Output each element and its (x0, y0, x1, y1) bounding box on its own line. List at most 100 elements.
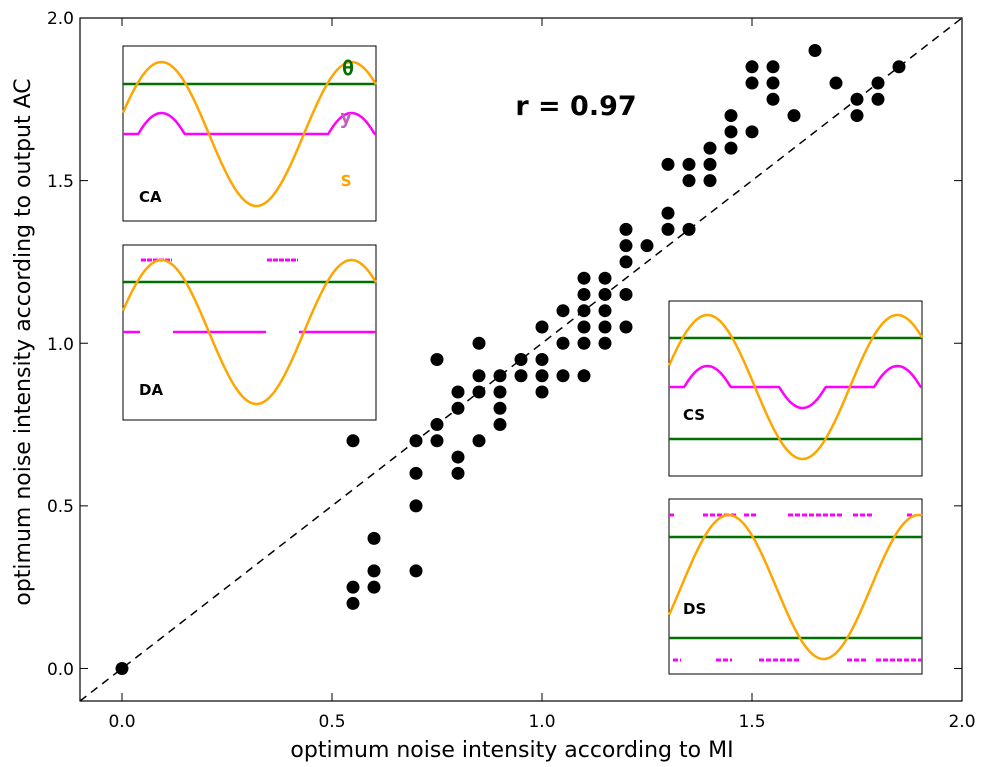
data-point (430, 353, 444, 366)
data-point (703, 157, 717, 171)
inset-ds: DS (667, 498, 923, 675)
data-point (430, 434, 444, 448)
data-point (808, 44, 822, 58)
data-point (598, 336, 612, 350)
axis-ticks (80, 17, 963, 701)
data-point (367, 564, 381, 578)
data-point (850, 109, 864, 123)
data-point (535, 353, 549, 366)
data-point (535, 385, 549, 399)
data-point (451, 385, 465, 399)
data-point (661, 157, 675, 171)
data-point (850, 92, 864, 106)
inset-ds-frame (668, 498, 923, 675)
signal-wave (667, 513, 923, 661)
data-point (661, 222, 675, 236)
data-point (367, 531, 381, 545)
data-point (367, 580, 381, 594)
data-point (661, 206, 675, 220)
data-point (766, 92, 780, 106)
data-point (829, 76, 843, 90)
data-point (451, 450, 465, 464)
data-point (451, 401, 465, 415)
data-point (682, 222, 696, 236)
data-point (598, 287, 612, 301)
data-point (556, 304, 570, 318)
data-point (346, 596, 360, 610)
data-point (493, 385, 507, 399)
identity-line (79, 17, 963, 702)
x-tick-label: 1.5 (738, 712, 765, 732)
data-point (493, 369, 507, 383)
data-point (724, 141, 738, 155)
inset-cs-curves (667, 313, 924, 461)
data-point (619, 320, 633, 334)
data-point (409, 434, 423, 448)
inset-da: DA (121, 244, 378, 421)
y-axis-label: optimum noise intensity according to out… (11, 78, 36, 605)
data-point (556, 369, 570, 383)
data-point (745, 60, 759, 74)
inset-ca-label: CA (139, 188, 162, 206)
x-tick-label: 0.5 (318, 712, 345, 732)
data-point (598, 304, 612, 318)
data-point (409, 466, 423, 480)
inset-cs-frame (668, 300, 923, 477)
data-point (493, 401, 507, 415)
data-point (346, 434, 360, 448)
inset-ca-curves (121, 60, 378, 208)
inset-ds-label: DS (683, 600, 706, 618)
x-tick-label: 1.0 (528, 712, 555, 732)
data-point (640, 239, 654, 253)
data-point (682, 157, 696, 171)
signal-wave (121, 60, 378, 208)
data-point (409, 564, 423, 578)
data-points (115, 44, 906, 675)
data-point (577, 287, 591, 301)
data-point (472, 369, 486, 383)
data-point (703, 174, 717, 188)
inset-ca: θ y s CA (121, 45, 378, 222)
data-point (577, 304, 591, 318)
data-point (619, 287, 633, 301)
data-point (703, 141, 717, 155)
data-point (472, 385, 486, 399)
data-point (619, 239, 633, 253)
legend-theta: θ (342, 56, 354, 80)
y-tick-label: 1.5 (47, 172, 74, 192)
data-point (766, 60, 780, 74)
data-point (514, 353, 528, 366)
data-point (493, 418, 507, 432)
y-tick-label: 2.0 (47, 9, 74, 29)
data-point (577, 271, 591, 285)
output-trace (669, 364, 922, 410)
inset-cs-label: CS (683, 406, 705, 424)
x-axis-label: optimum noise intensity according to MI (290, 738, 733, 763)
data-point (619, 222, 633, 236)
data-point (682, 174, 696, 188)
data-point (871, 76, 885, 90)
data-point (598, 271, 612, 285)
y-tick-label: 0.0 (47, 660, 74, 680)
data-point (619, 255, 633, 269)
legend-y: y (340, 105, 352, 129)
data-point (577, 369, 591, 383)
data-point (556, 336, 570, 350)
inset-ds-curves (667, 513, 923, 662)
inset-da-label: DA (139, 381, 163, 399)
data-point (430, 418, 444, 432)
data-point (115, 661, 129, 675)
data-point (577, 336, 591, 350)
data-point (871, 92, 885, 106)
data-point (724, 109, 738, 123)
signal-wave (667, 313, 924, 461)
data-point (451, 466, 465, 480)
data-point (598, 320, 612, 334)
data-point (766, 76, 780, 90)
x-tick-label: 2.0 (948, 712, 975, 732)
data-point (892, 60, 906, 74)
x-tick-label: 0.0 (108, 712, 135, 732)
data-point (745, 76, 759, 90)
data-point (577, 320, 591, 334)
